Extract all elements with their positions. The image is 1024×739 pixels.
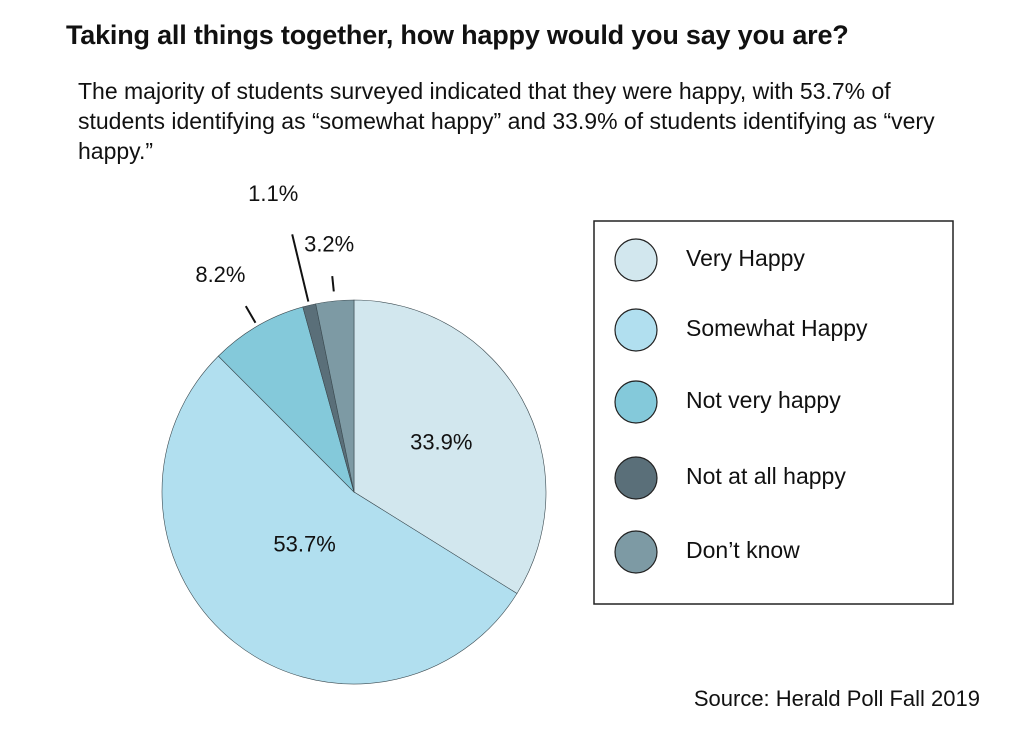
slice-label-very-happy: 33.9% xyxy=(410,429,472,454)
leader-line-not-very-happy xyxy=(244,305,257,324)
legend-label-very-happy: Very Happy xyxy=(686,245,805,271)
legend-swatch-not-very-happy xyxy=(614,380,658,424)
leader-line-not-at-all-happy xyxy=(291,234,310,302)
legend-swatch-somewhat-happy xyxy=(614,308,658,352)
slice-label-dont-know: 3.2% xyxy=(304,231,354,256)
legend-item-dont-know: Don’t know xyxy=(614,530,800,574)
pie-labels: 33.9% 53.7% 8.2% 1.1%3.2% xyxy=(195,181,472,557)
legend-label-dont-know: Don’t know xyxy=(686,537,800,563)
legend-item-somewhat-happy: Somewhat Happy xyxy=(614,308,868,352)
source-note: Source: Herald Poll Fall 2019 xyxy=(693,686,980,711)
pie-slice-dont-know xyxy=(315,299,355,493)
legend-label-not-very-happy: Not very happy xyxy=(686,387,841,413)
legend-swatch-dont-know xyxy=(614,530,658,574)
leader-line-dont-know xyxy=(331,276,335,292)
legend-item-not-very-happy: Not very happy xyxy=(614,380,841,424)
legend-label-somewhat-happy: Somewhat Happy xyxy=(686,315,868,341)
legend-item-not-at-all-happy: Not at all happy xyxy=(614,456,846,500)
leader-lines xyxy=(244,234,335,324)
slice-label-not-at-all-happy: 1.1% xyxy=(248,181,298,206)
chart-title: Taking all things together, how happy wo… xyxy=(66,20,849,50)
legend-label-not-at-all-happy: Not at all happy xyxy=(686,463,846,489)
slice-label-somewhat-happy: 53.7% xyxy=(273,531,335,556)
pie-slices xyxy=(161,299,547,685)
pie-slice-not-very-happy xyxy=(217,306,355,494)
legend: Very Happy Somewhat Happy Not very happy No… xyxy=(593,220,954,605)
legend-swatch-very-happy xyxy=(614,238,658,282)
legend-item-very-happy: Very Happy xyxy=(614,238,805,282)
pie-slice-somewhat-happy xyxy=(161,355,518,685)
chart-subtitle: The majority of students surveyed indica… xyxy=(78,78,935,164)
legend-swatch-not-at-all-happy xyxy=(614,456,658,500)
slice-label-not-very-happy: 8.2% xyxy=(195,262,245,287)
pie-slice-very-happy xyxy=(353,299,547,594)
